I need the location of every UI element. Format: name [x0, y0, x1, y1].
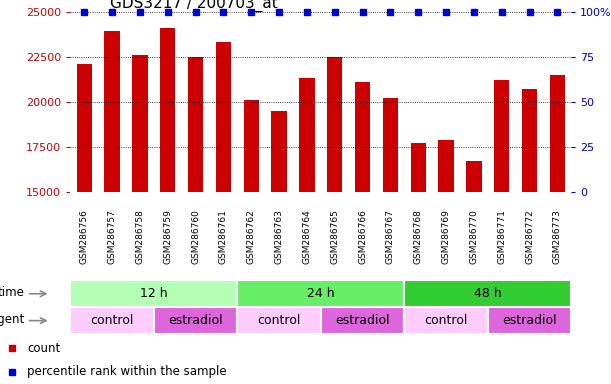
Text: GSM286770: GSM286770	[469, 209, 478, 263]
Text: GSM286767: GSM286767	[386, 209, 395, 263]
Bar	[299, 78, 315, 192]
Bar	[271, 111, 287, 192]
Text: control: control	[257, 314, 301, 327]
Text: estradiol: estradiol	[335, 314, 390, 327]
Text: control: control	[90, 314, 134, 327]
Bar	[550, 74, 565, 192]
Bar	[154, 307, 237, 334]
Bar	[132, 55, 147, 192]
Bar	[237, 307, 321, 334]
Bar	[438, 140, 454, 192]
Text: 24 h: 24 h	[307, 287, 335, 300]
Text: GSM286761: GSM286761	[219, 209, 228, 263]
Text: GSM286757: GSM286757	[108, 209, 117, 263]
Bar	[404, 307, 488, 334]
Bar	[188, 56, 203, 192]
Text: GSM286758: GSM286758	[136, 209, 144, 263]
Text: GSM286773: GSM286773	[553, 209, 562, 263]
Text: control: control	[425, 314, 467, 327]
Bar	[411, 143, 426, 192]
Text: 48 h: 48 h	[474, 287, 502, 300]
Text: GSM286768: GSM286768	[414, 209, 423, 263]
Text: GSM286765: GSM286765	[330, 209, 339, 263]
Text: time: time	[0, 286, 24, 299]
Text: agent: agent	[0, 313, 24, 326]
Bar	[104, 31, 120, 192]
Bar	[76, 64, 92, 192]
Bar	[494, 80, 510, 192]
Text: GSM286766: GSM286766	[358, 209, 367, 263]
Text: GSM286760: GSM286760	[191, 209, 200, 263]
Text: GSM286764: GSM286764	[302, 209, 312, 263]
Bar	[321, 307, 404, 334]
Text: count: count	[27, 341, 60, 354]
Bar	[466, 161, 481, 192]
Bar	[404, 280, 571, 307]
Text: GSM286762: GSM286762	[247, 209, 255, 263]
Text: GDS3217 / 200703_at: GDS3217 / 200703_at	[111, 0, 278, 12]
Bar	[70, 280, 237, 307]
Text: estradiol: estradiol	[168, 314, 223, 327]
Bar	[488, 307, 571, 334]
Text: 12 h: 12 h	[140, 287, 167, 300]
Text: GSM286772: GSM286772	[525, 209, 534, 263]
Bar	[355, 82, 370, 192]
Text: GSM286756: GSM286756	[79, 209, 89, 263]
Bar	[237, 280, 404, 307]
Bar	[160, 28, 175, 192]
Text: estradiol: estradiol	[502, 314, 557, 327]
Bar	[244, 100, 259, 192]
Text: GSM286771: GSM286771	[497, 209, 506, 263]
Bar	[382, 98, 398, 192]
Text: GSM286763: GSM286763	[274, 209, 284, 263]
Bar	[522, 89, 537, 192]
Text: GSM286769: GSM286769	[442, 209, 450, 263]
Text: percentile rank within the sample: percentile rank within the sample	[27, 365, 227, 378]
Bar	[216, 42, 231, 192]
Text: GSM286759: GSM286759	[163, 209, 172, 263]
Bar	[70, 307, 154, 334]
Bar	[327, 56, 342, 192]
